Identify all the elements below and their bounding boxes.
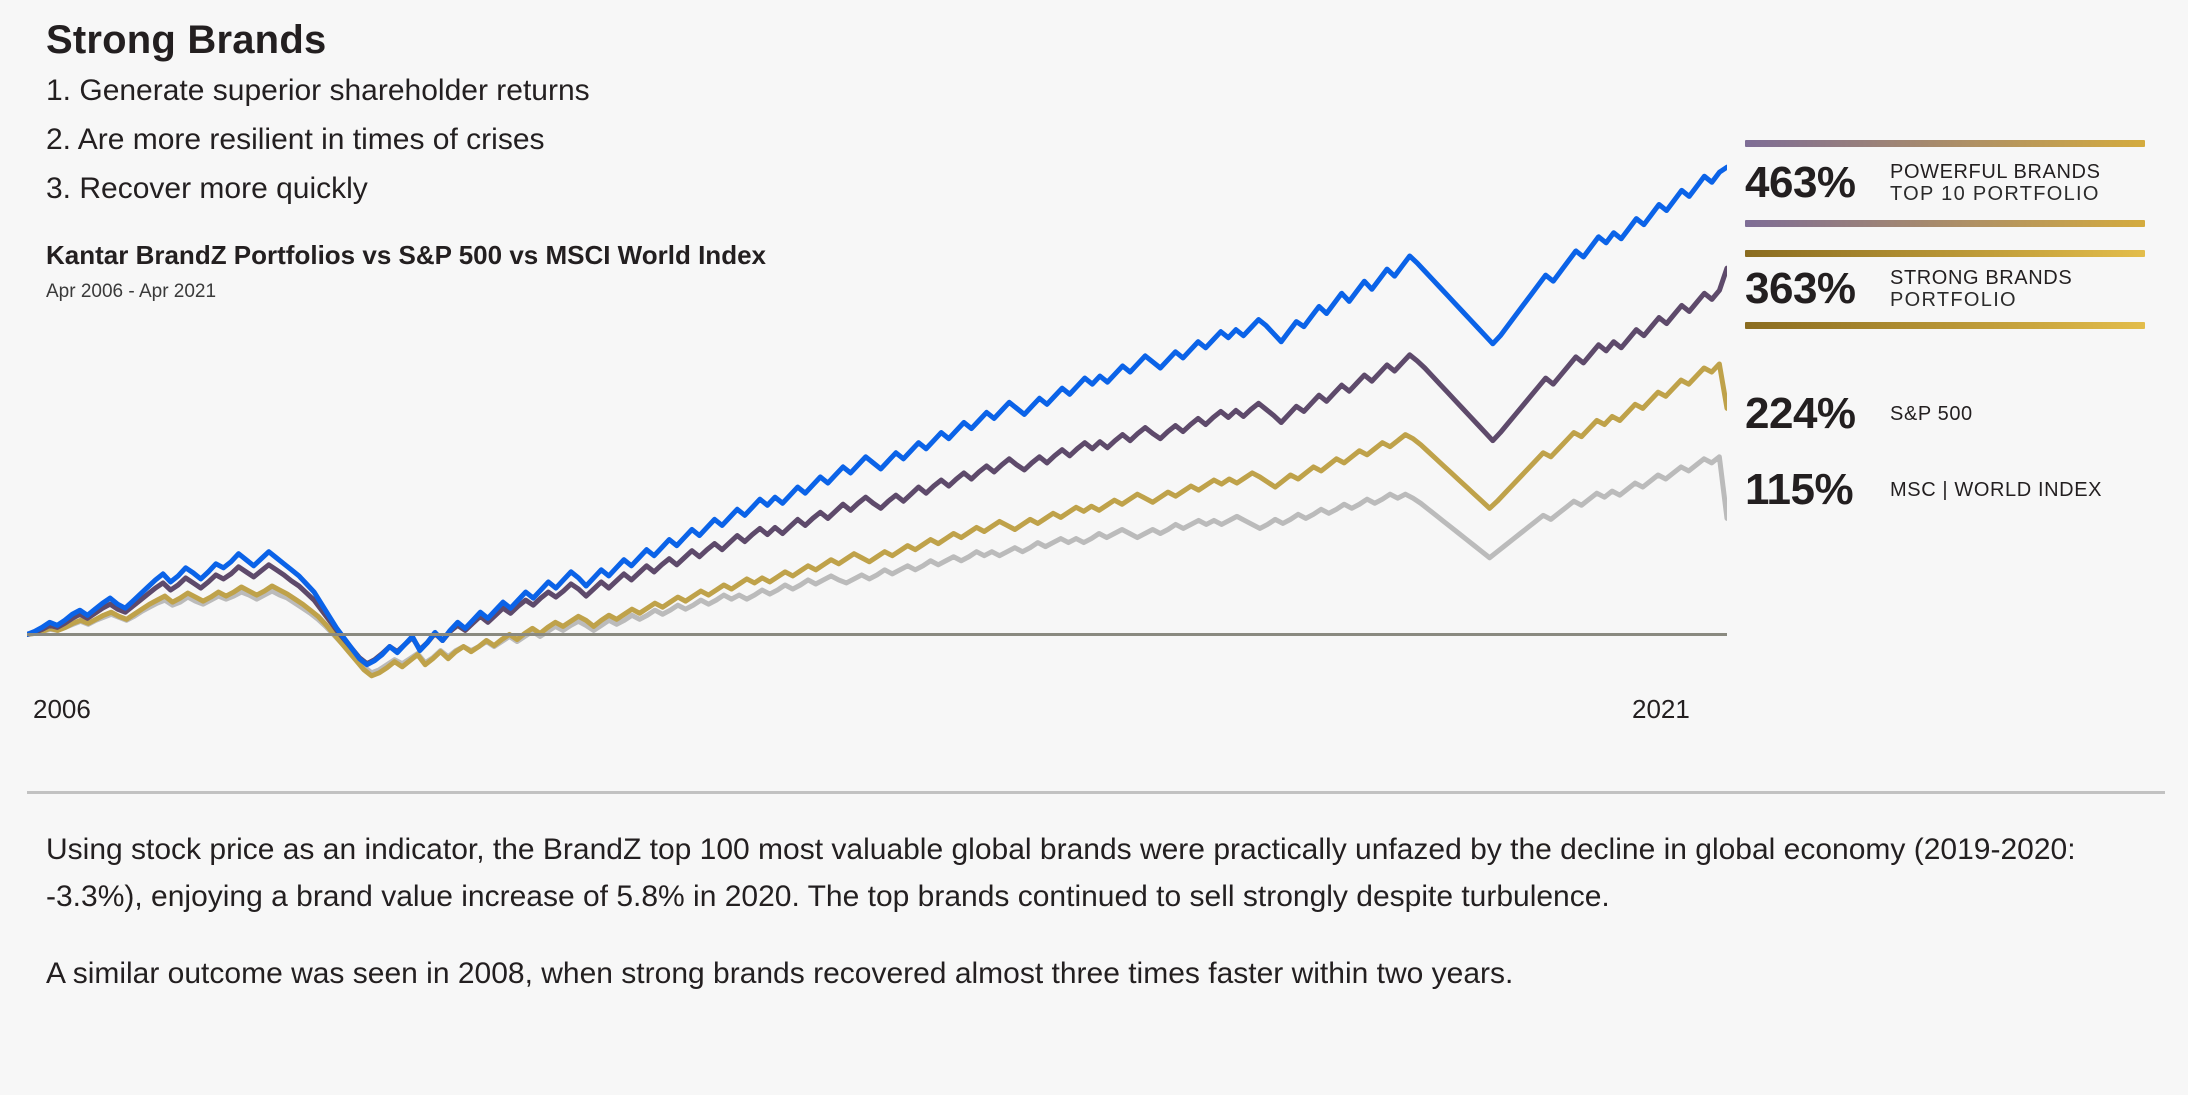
- chart-series-group: [27, 164, 1727, 679]
- legend-label-primary: S&P 500: [1890, 402, 1973, 425]
- chart-canvas: [27, 164, 1727, 679]
- chart-line-powerful-brands-top-10-portfolio: [27, 164, 1727, 668]
- legend-label-primary: POWERFUL BRANDS: [1890, 161, 2101, 183]
- legend-gradient-bar-top: [1745, 140, 2145, 147]
- legend-label-primary: STRONG BRANDS: [1890, 267, 2073, 289]
- legend-entry-sp500[interactable]: 224% S&P 500: [1745, 392, 2145, 436]
- page-title: Strong Brands: [46, 18, 327, 62]
- legend-entry-row: 463% POWERFUL BRANDS TOP 10 PORTFOLIO: [1745, 161, 2145, 206]
- legend-entry-powerful-brands[interactable]: 463% POWERFUL BRANDS TOP 10 PORTFOLIO: [1745, 140, 2145, 227]
- benefits-list: 1. Generate superior shareholder returns…: [46, 76, 1146, 223]
- footer-paragraph: Using stock price as an indicator, the B…: [46, 833, 2076, 913]
- legend-entry-strong-brands[interactable]: 363% STRONG BRANDS PORTFOLIO: [1745, 250, 2145, 329]
- legend-value: 224%: [1745, 389, 1856, 438]
- legend-label-secondary: TOP 10 PORTFOLIO: [1890, 183, 2100, 206]
- chart-title: Kantar BrandZ Portfolios vs S&P 500 vs M…: [46, 240, 766, 270]
- x-axis-tick-end: 2021: [1632, 694, 1690, 724]
- chart-line-s-p-500: [27, 361, 1727, 679]
- top-section: Strong Brands 1. Generate superior share…: [27, 18, 2145, 724]
- chart-subtitle: Apr 2006 - Apr 2021: [46, 281, 217, 302]
- legend-label-secondary: PORTFOLIO: [1890, 289, 2017, 312]
- legend-gradient-bar-top: [1745, 250, 2145, 257]
- legend-gradient-bar-bottom: [1745, 219, 2145, 227]
- footer-commentary: Using stock price as an indicator, the B…: [46, 826, 2126, 1027]
- legend-value: 363%: [1745, 264, 1856, 314]
- line-chart: [27, 150, 1727, 695]
- legend-value: 463%: [1745, 158, 1856, 208]
- section-divider: [27, 791, 2165, 794]
- legend-gradient-bar-bottom: [1745, 321, 2145, 329]
- list-item: 3. Recover more quickly: [46, 172, 368, 205]
- legend-label-group: STRONG BRANDS PORTFOLIO: [1890, 267, 2145, 312]
- x-axis-tick-start: 2006: [33, 694, 91, 724]
- legend-label-primary: MSC | WORLD INDEX: [1890, 478, 2103, 501]
- footer-paragraph: A similar outcome was seen in 2008, when…: [46, 957, 1514, 990]
- legend-value: 115%: [1745, 465, 1854, 514]
- legend-label-group: POWERFUL BRANDS TOP 10 PORTFOLIO: [1890, 161, 2145, 206]
- legend-entry-msci[interactable]: 115% MSC | WORLD INDEX: [1745, 468, 2145, 512]
- list-item: 1. Generate superior shareholder returns: [46, 74, 590, 107]
- list-item: 2. Are more resilient in times of crises: [46, 123, 545, 156]
- legend-entry-row: 363% STRONG BRANDS PORTFOLIO: [1745, 267, 2145, 312]
- chart-line-strong-brands-portfolio: [27, 265, 1727, 667]
